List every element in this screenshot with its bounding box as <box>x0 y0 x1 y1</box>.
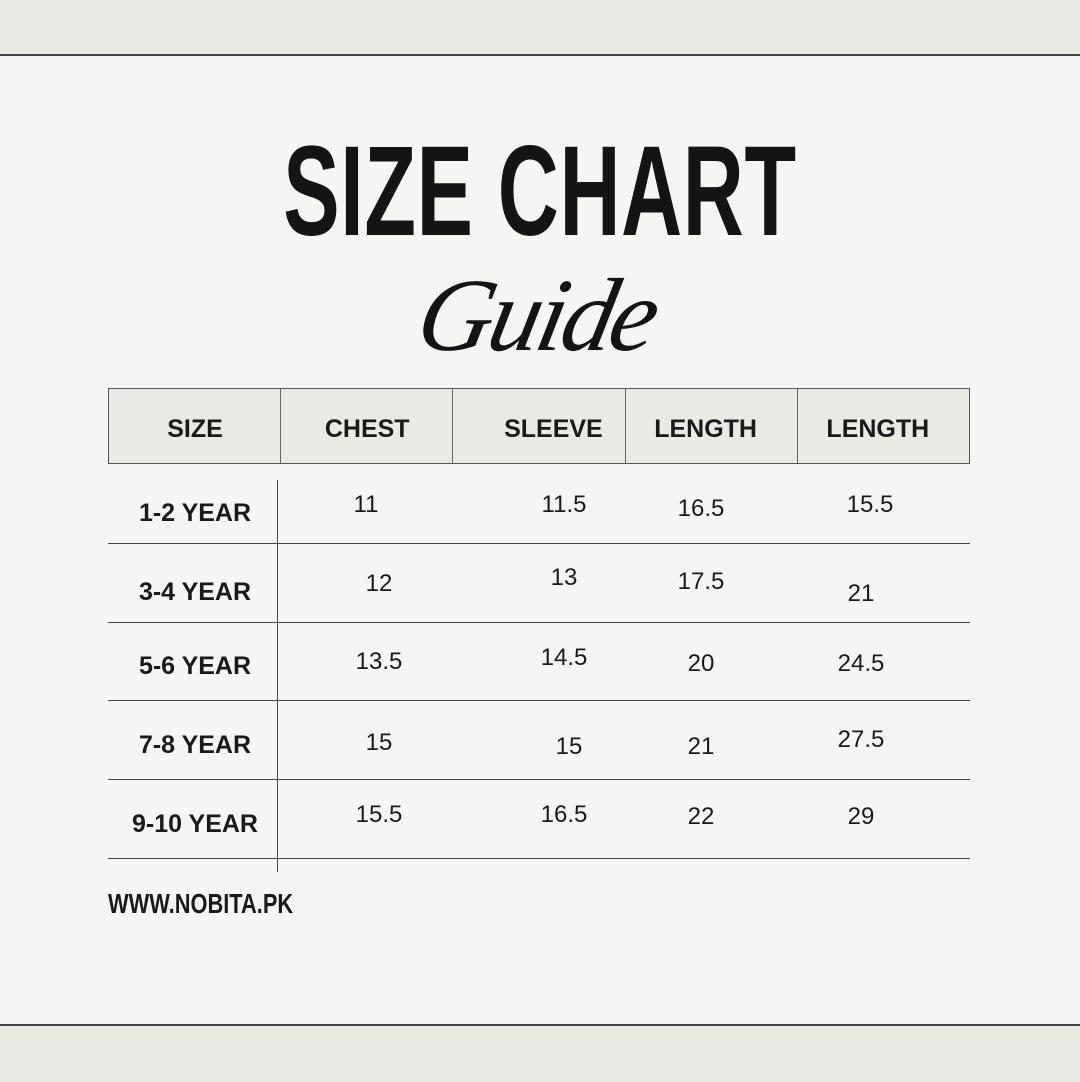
page-subtitle: Guide <box>407 258 667 373</box>
table-cell: 16.5 <box>677 495 725 522</box>
table-cell: 17.5 <box>677 568 725 595</box>
header-sleeve: SLEEVE <box>504 415 603 443</box>
table-cell: 29 <box>847 803 875 830</box>
row-size-label: 7-8 YEAR <box>138 731 252 759</box>
row-divider <box>108 858 970 859</box>
table-header: SIZE CHEST SLEEVE LENGTH LENGTH <box>108 388 970 464</box>
header-cell: SLEEVE <box>453 389 626 463</box>
header-length-2: LENGTH <box>826 415 930 443</box>
header-cell: LENGTH <box>798 389 969 463</box>
table-cell: 15.5 <box>355 801 403 828</box>
table-cell: 16.5 <box>540 801 588 828</box>
table-cell: 11 <box>353 491 379 518</box>
row-divider <box>108 779 970 780</box>
table-cell: 20 <box>687 650 715 677</box>
header-cell: CHEST <box>281 389 454 463</box>
table-cell: 15 <box>555 733 583 760</box>
table-cell: 11.5 <box>541 491 587 518</box>
table-cell: 15.5 <box>846 491 894 518</box>
header-length: LENGTH <box>654 415 757 443</box>
table-cell: 24.5 <box>837 650 885 677</box>
table-cell: 13.5 <box>355 648 403 675</box>
top-band <box>0 0 1080 56</box>
page-title: SIZE CHART <box>283 120 797 263</box>
header-size: SIZE <box>167 415 223 443</box>
table-cell: 27.5 <box>837 726 885 753</box>
table-cell: 21 <box>687 733 715 760</box>
row-size-label: 5-6 YEAR <box>138 652 252 680</box>
row-divider <box>108 622 970 623</box>
table-cell: 12 <box>365 570 393 597</box>
bottom-band <box>0 1024 1080 1082</box>
row-divider <box>108 700 970 701</box>
row-size-label: 3-4 YEAR <box>138 578 252 606</box>
row-size-label: 9-10 YEAR <box>132 810 258 838</box>
table-cell: 22 <box>687 803 715 830</box>
table-cell: 15 <box>365 729 393 756</box>
table-cell: 21 <box>847 580 875 607</box>
header-cell: LENGTH <box>626 389 798 463</box>
row-size-label: 1-2 YEAR <box>138 499 252 527</box>
row-divider <box>108 543 970 544</box>
header-chest: CHEST <box>324 415 410 443</box>
table-cell: 13 <box>550 564 578 591</box>
website-url: WWW.NOBITA.PK <box>108 888 294 919</box>
column-divider <box>277 480 278 872</box>
header-cell: SIZE <box>109 389 282 463</box>
table-cell: 14.5 <box>540 644 588 671</box>
